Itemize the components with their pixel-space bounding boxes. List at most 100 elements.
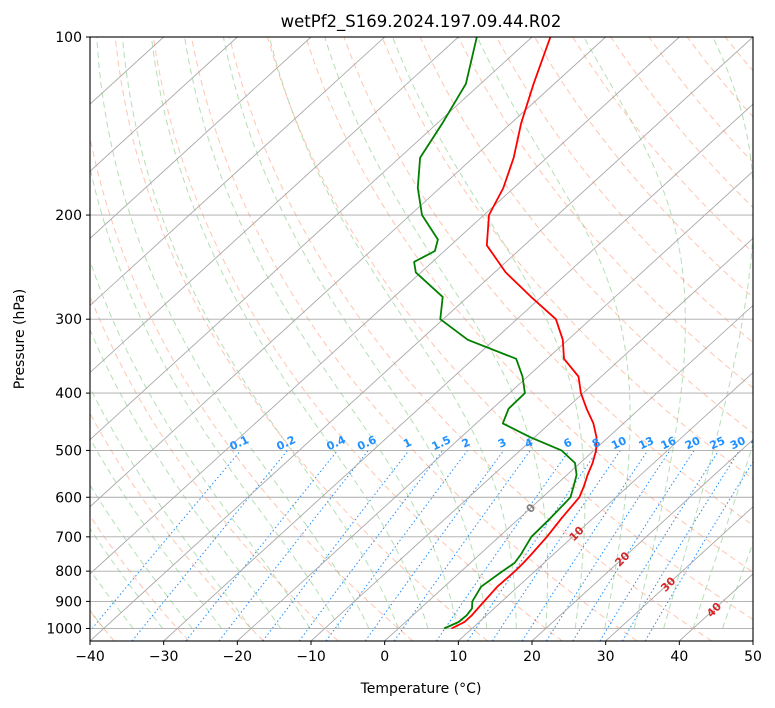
x-tick-label: 20	[523, 649, 541, 665]
mixing-ratio-label: 20	[683, 434, 703, 452]
moist-adiabat-28	[476, 37, 631, 629]
isotherm--50	[90, 37, 680, 575]
dry-adiabat-0	[90, 134, 414, 641]
mixing-ratio-label: 10	[609, 434, 629, 452]
mixing-ratio-label: 36	[749, 434, 769, 452]
moist-adiabat--16	[90, 328, 282, 629]
mixing-ratio-label: 30	[728, 434, 748, 452]
dry-adiabat-60	[305, 37, 753, 573]
moist-adiabat-4	[150, 37, 429, 629]
isotherm--10	[310, 237, 753, 641]
dry-adiabat-120	[534, 37, 753, 299]
x-tick-label: −40	[75, 649, 105, 665]
mixing-ratio-line-8	[467, 450, 599, 641]
isotherm--100	[90, 37, 312, 239]
moist-adiabat--36	[90, 569, 134, 629]
x-axis-label: Temperature (°C)	[360, 681, 482, 697]
x-tick-label: 10	[449, 649, 467, 665]
dewpoint-line	[413, 37, 578, 630]
mixing-ratio-label: 16	[659, 434, 679, 452]
y-tick-label: 100	[55, 30, 82, 46]
y-tick-label: 300	[55, 312, 82, 328]
x-tick-label: −20	[223, 649, 253, 665]
chart-title: wetPf2_S169.2024.197.09.44.R02	[281, 12, 562, 32]
isotherm--90	[90, 37, 385, 307]
sounding-series	[413, 37, 598, 630]
moist-adiabat--32	[90, 527, 164, 629]
mixing-ratio-label: 25	[708, 434, 727, 452]
isotherm-grid	[90, 37, 753, 641]
mixing-ratio-line-10	[491, 450, 621, 641]
moist-adiabat-36	[663, 37, 753, 629]
dry-adiabat-40	[229, 37, 712, 641]
moist-adiabat-24	[392, 37, 586, 629]
mixing-ratio-line-20	[572, 450, 695, 641]
x-tick-label: −30	[149, 649, 179, 665]
y-axis-ticks: 100 200 300 400 500 600 700 800 900 1000	[46, 30, 90, 637]
isotherm-20	[531, 439, 753, 641]
temperature-line	[451, 37, 598, 630]
moist-adiabat-8	[184, 37, 458, 629]
isotherm--30	[163, 103, 753, 641]
moist-adiabat--4	[96, 37, 370, 629]
isotherm-30	[605, 506, 753, 641]
y-tick-label: 900	[55, 594, 82, 610]
mixing-ratio-line-6	[435, 450, 570, 641]
plot-frame	[89, 36, 754, 642]
y-tick-label: 200	[55, 208, 82, 224]
mixing-ratio-line-3	[364, 450, 505, 641]
moist-adiabat-16	[268, 37, 517, 629]
isotherm--110	[90, 37, 238, 172]
isotherm--60	[90, 37, 606, 508]
dry-adiabat-30	[190, 37, 638, 641]
mixing-ratio-line-0.2	[131, 450, 288, 641]
mixing-ratio-line-2	[325, 450, 468, 641]
x-tick-label: 40	[670, 649, 688, 665]
y-tick-label: 1000	[46, 621, 82, 637]
dry-adiabat--30	[90, 514, 190, 641]
isotherm--40	[90, 37, 753, 641]
mixing-ratio-line-25	[599, 450, 720, 641]
y-tick-label: 400	[55, 386, 82, 402]
isotherm--20	[237, 170, 753, 641]
x-axis-ticks: −40 −30 −20 −10 0 10 20 30 40 50	[75, 641, 762, 665]
dry-adiabat-110	[495, 37, 753, 344]
moist-adiabats	[90, 37, 753, 629]
x-tick-label: −10	[296, 649, 326, 665]
dry-adiabat-20	[152, 37, 563, 641]
isotherm-0	[384, 304, 753, 641]
moist-adiabat--12	[90, 259, 311, 629]
y-tick-label: 800	[55, 564, 82, 580]
moist-adiabat-40	[692, 443, 753, 629]
moist-adiabat--24	[90, 437, 223, 629]
moist-adiabat-32	[583, 37, 686, 629]
isotherm-10	[458, 371, 753, 641]
x-tick-label: 30	[597, 649, 615, 665]
mixing-ratio-line-1	[262, 450, 410, 641]
moist-adiabat-0	[121, 37, 399, 629]
dry-adiabat--20	[90, 412, 264, 641]
mixing-ratio-label: 13	[637, 434, 656, 452]
moist-adiabat--20	[90, 386, 252, 629]
mixing-ratio-line-0.1	[90, 450, 242, 632]
moist-adiabat-44	[722, 541, 753, 629]
dry-adiabat-100	[457, 37, 753, 389]
isobar-grid	[90, 37, 753, 629]
dry-adiabat-70	[343, 37, 753, 526]
mixing-ratio-line-13	[521, 450, 649, 641]
mixing-ratio-line-30	[621, 450, 740, 641]
dry-adiabat-90	[419, 37, 753, 434]
mixing-ratio-line-16	[545, 450, 671, 641]
dry-adiabat-80	[381, 37, 753, 480]
y-axis-label: Pressure (hPa)	[12, 289, 28, 389]
y-tick-label: 500	[55, 443, 82, 459]
mixing-ratio-line-1.5	[298, 450, 444, 641]
mixing-ratio-line-0.4	[185, 450, 338, 641]
moist-adiabat--28	[90, 484, 193, 629]
x-tick-label: 50	[744, 649, 762, 665]
dry-adiabat-10	[114, 37, 488, 641]
isotherm--80	[90, 37, 459, 374]
moist-adiabat-20	[324, 37, 549, 629]
y-tick-label: 600	[55, 490, 82, 506]
y-tick-label: 700	[55, 530, 82, 546]
